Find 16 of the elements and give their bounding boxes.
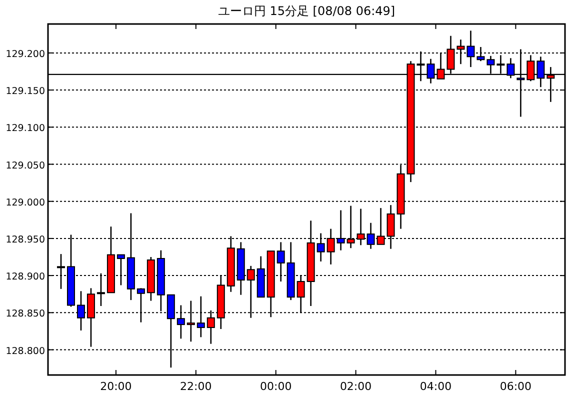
x-tick-label: 00:00 [260,380,292,393]
y-tick-label: 128.800 [6,346,45,357]
y-tick-label: 129.100 [6,123,45,134]
y-tick-label: 128.850 [6,308,45,320]
x-tick-label: 22:00 [180,380,212,393]
chart-title: ユーロ円 15分足 [08/08 06:49] [218,4,396,18]
x-tick-label: 02:00 [340,380,372,393]
y-tick-label: 128.950 [6,234,45,246]
y-tick-label: 129.050 [6,160,45,172]
y-tick-label: 128.900 [6,272,45,283]
y-tick-label: 129.150 [6,86,45,98]
y-tick-label: 129.200 [6,48,45,60]
x-tick-label: 04:00 [420,380,452,393]
y-tick-label: 129.000 [6,197,45,208]
x-tick-label: 20:00 [100,380,132,393]
x-tick-label: 06:00 [500,380,532,393]
